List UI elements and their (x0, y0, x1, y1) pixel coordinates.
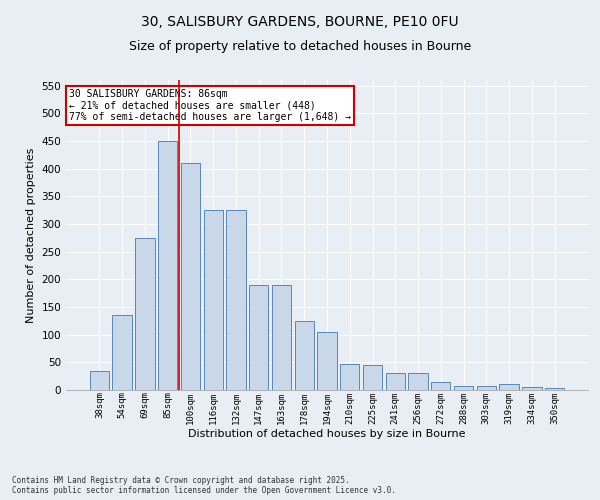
Bar (181, 163, 200, 390)
Bar (522, 387, 542, 390)
Bar (499, 384, 519, 390)
Bar (409, 374, 428, 390)
Bar (203, 210, 223, 390)
Bar (295, 321, 314, 390)
Bar (158, 141, 178, 390)
Text: Contains HM Land Registry data © Crown copyright and database right 2025.
Contai: Contains HM Land Registry data © Crown c… (12, 476, 396, 495)
Bar (431, 382, 451, 390)
Y-axis label: Number of detached properties: Number of detached properties (26, 148, 36, 322)
Text: Size of property relative to detached houses in Bourne: Size of property relative to detached ho… (129, 40, 471, 53)
Bar (340, 364, 359, 390)
Text: 30, SALISBURY GARDENS, BOURNE, PE10 0FU: 30, SALISBURY GARDENS, BOURNE, PE10 0FU (141, 15, 459, 29)
X-axis label: Distribution of detached houses by size in Bourne: Distribution of detached houses by size … (188, 429, 466, 439)
Text: 30 SALISBURY GARDENS: 86sqm
← 21% of detached houses are smaller (448)
77% of se: 30 SALISBURY GARDENS: 86sqm ← 21% of det… (68, 90, 350, 122)
Bar (90, 370, 109, 390)
Bar (317, 332, 337, 390)
Bar (226, 210, 245, 390)
Bar (545, 388, 564, 390)
Bar (112, 316, 132, 390)
Bar (135, 238, 155, 390)
Bar (249, 285, 268, 390)
Bar (386, 374, 405, 390)
Bar (272, 285, 291, 390)
Bar (363, 365, 382, 390)
Bar (454, 386, 473, 390)
Bar (476, 386, 496, 390)
